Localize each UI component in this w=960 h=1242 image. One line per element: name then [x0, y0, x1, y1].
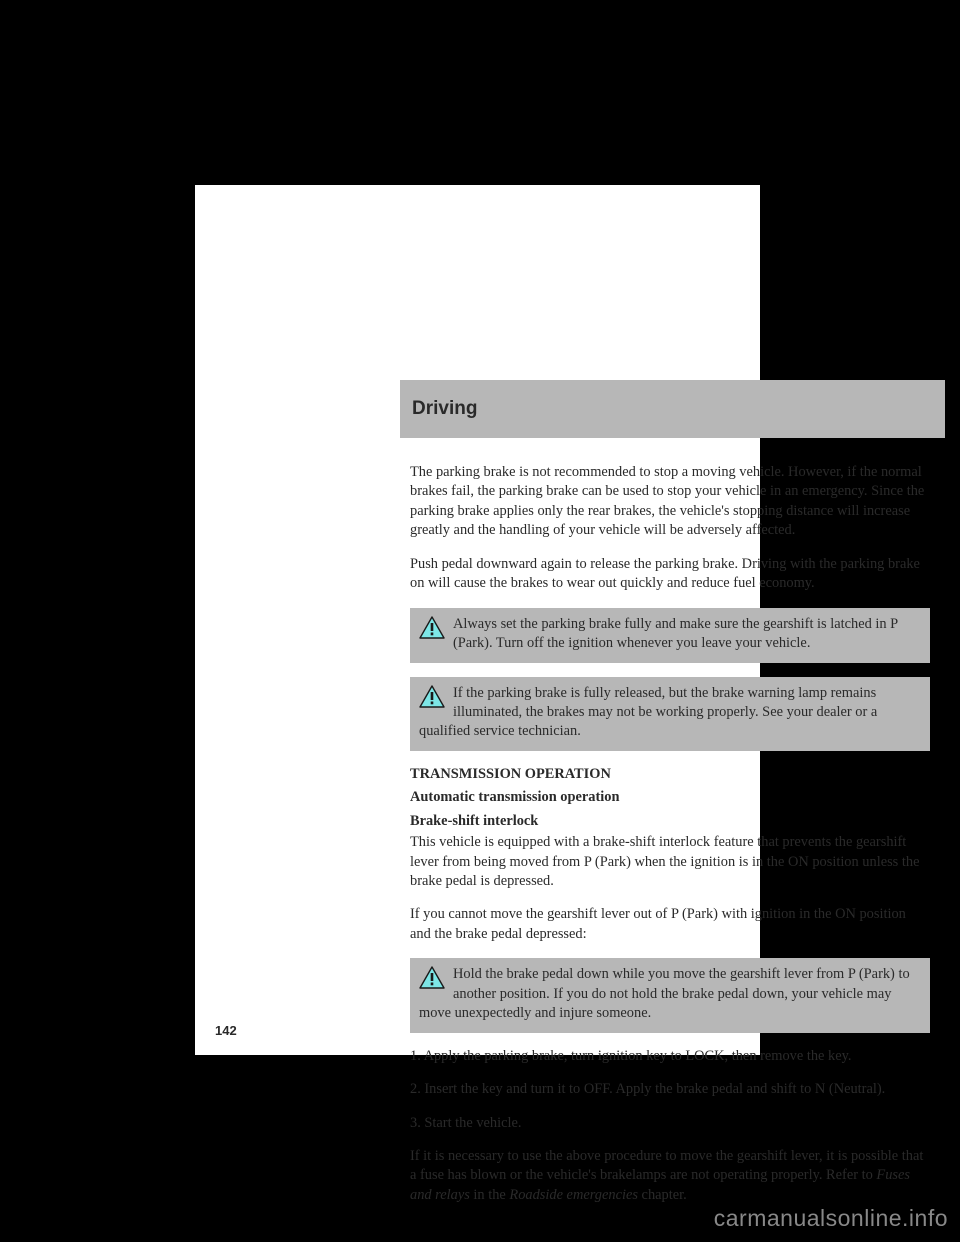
- italic-text: Roadside emergencies: [509, 1187, 638, 1203]
- section-header: Driving: [400, 380, 945, 438]
- subsection-title: Automatic transmission operation: [410, 788, 930, 807]
- paragraph: This vehicle is equipped with a brake-sh…: [410, 833, 930, 891]
- paragraph: If it is necessary to use the above proc…: [410, 1147, 930, 1205]
- list-item: 2. Insert the key and turn it to OFF. Ap…: [410, 1080, 930, 1099]
- brake-shift-title: Brake-shift interlock: [410, 812, 930, 831]
- warning-box: Always set the parking brake fully and m…: [410, 608, 930, 663]
- section-header-title: Driving: [412, 398, 477, 420]
- paragraph: The parking brake is not recommended to …: [410, 463, 930, 541]
- watermark: carmanualsonline.info: [714, 1205, 948, 1232]
- page-container: Driving The parking brake is not recomme…: [195, 185, 760, 1055]
- content-area: The parking brake is not recommended to …: [410, 463, 930, 1219]
- warning-text: If the parking brake is fully released, …: [419, 685, 877, 740]
- warning-text: Hold the brake pedal down while you move…: [419, 966, 910, 1021]
- text-span: in the: [470, 1187, 510, 1203]
- warning-text: Always set the parking brake fully and m…: [453, 616, 898, 651]
- text-span: chapter.: [638, 1187, 687, 1203]
- warning-icon: [419, 685, 445, 708]
- list-item: 1. Apply the parking brake, turn ignitio…: [410, 1047, 930, 1066]
- warning-icon: [419, 966, 445, 989]
- paragraph: Push pedal downward again to release the…: [410, 555, 930, 594]
- text-span: If it is necessary to use the above proc…: [410, 1148, 923, 1183]
- paragraph: If you cannot move the gearshift lever o…: [410, 905, 930, 944]
- warning-icon: [419, 616, 445, 639]
- warning-box: If the parking brake is fully released, …: [410, 677, 930, 751]
- warning-box: Hold the brake pedal down while you move…: [410, 958, 930, 1032]
- list-item: 3. Start the vehicle.: [410, 1114, 930, 1133]
- page-number: 142: [215, 1023, 237, 1038]
- section-title: TRANSMISSION OPERATION: [410, 765, 930, 784]
